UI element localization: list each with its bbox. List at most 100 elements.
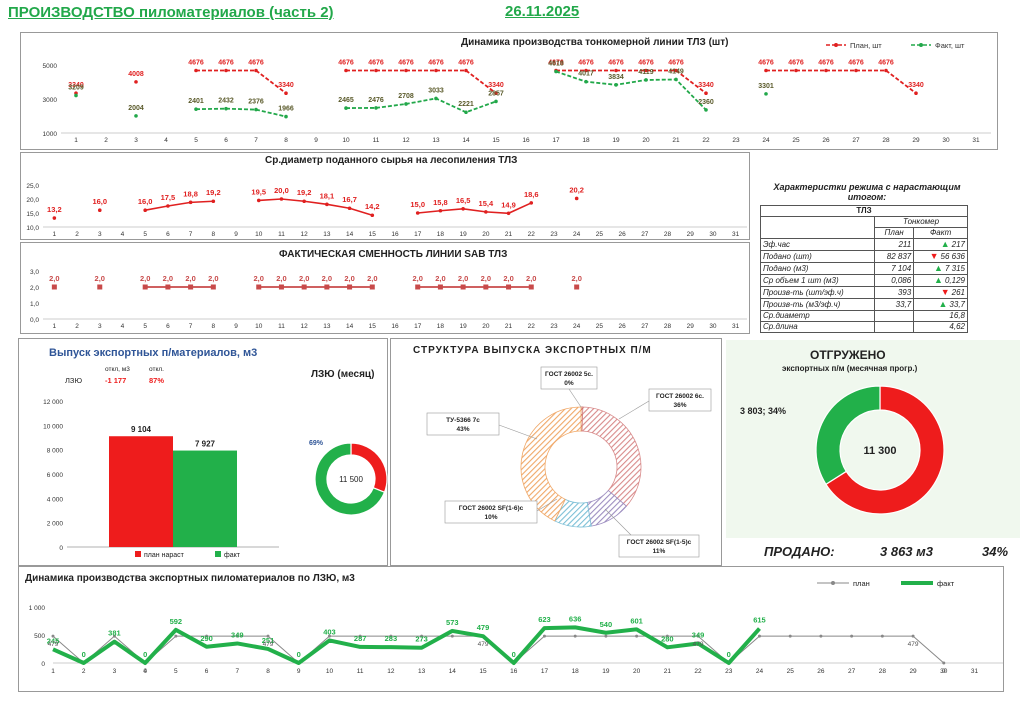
plan-point [420,634,424,638]
series-point-1 [704,108,708,112]
x-tick-label: 1 [51,668,55,675]
regime-section: ТЛЗ [760,205,968,217]
data-label: 2221 [458,101,474,108]
x-tick-label: 23 [550,231,558,238]
regime-group: Тонкомер [874,216,968,228]
series-point-0 [438,208,443,213]
y-tick-label: 12 000 [43,399,63,406]
y-tick-label: 10 000 [43,423,63,430]
regime-row-plan: 0,086 [873,274,915,287]
data-label: 20,2 [569,185,584,194]
plan-point [327,634,331,638]
plan-point [389,634,393,638]
fact-label: 287 [354,634,367,643]
y-tick-label: 8 000 [47,448,64,455]
series-point-0 [614,68,618,73]
plan-label: 0 [942,668,946,675]
x-tick-label: 9 [297,668,301,675]
y-tick-label: 2 000 [47,521,64,528]
series-point-1 [764,92,768,96]
x-tick-label: 14 [346,231,354,238]
series-point-0 [301,284,307,290]
regime-row-plan: 33,7 [873,298,915,311]
x-tick-label: 27 [848,668,856,675]
regime-fact-value: 7 315 [944,264,965,273]
series-point-1 [74,93,78,98]
series-point-0 [51,284,57,290]
series-point-0 [165,284,171,290]
shipped-chart: 11 300 3 803; 34% [740,385,945,515]
arrow-down-icon: ▼ [929,251,939,261]
legend-marker [135,551,141,557]
x-tick-label: 21 [672,137,680,144]
data-label: 2376 [248,99,264,106]
diameter-panel: Ср.диаметр поданного сырья на лесопилени… [20,152,750,240]
data-label: 15,8 [433,198,448,207]
x-tick-label: 23 [732,137,740,144]
fact-label: 251 [262,636,275,645]
data-label: 4676 [218,60,234,67]
data-label: 4676 [788,60,804,67]
data-label: 4676 [668,60,684,67]
plan-point [696,634,700,638]
structure-label-box [648,388,712,412]
shifts-title: ФАКТИЧЕСКАЯ СМЕННОСТЬ ЛИНИИ SAB ТЛЗ [279,249,508,260]
plan-point [235,634,239,638]
shipped-side-label: 3 803; 34% [740,406,786,416]
series-point-1 [674,77,678,82]
fact-label: 615 [753,616,766,625]
series-point-0 [404,68,408,73]
fact-label: 0 [297,650,301,659]
lzyu-dynamics-title: Динамика производства экспортных пиломат… [25,573,355,584]
series-point-1 [644,78,648,82]
legend-label: План, шт [850,41,882,50]
fact-label: 636 [569,614,582,623]
dev-header: откл, м3 [105,366,130,373]
data-label: 4017 [578,71,594,78]
y-tick-label: 6 000 [47,472,64,479]
x-tick-label: 18 [582,137,590,144]
regime-row-fact: ▲ 217 [913,238,968,251]
series-point-0 [644,68,648,73]
x-tick-label: 8 [266,668,270,675]
series-point-1 [464,110,468,115]
data-label: 2,0 [367,274,377,283]
series-point-0 [506,284,512,290]
x-tick-label: 15 [479,668,487,675]
x-tick-label: 1 [53,323,57,330]
data-label: 19,5 [251,187,266,196]
data-label: 2,0 [412,274,422,283]
series-line-0 [258,198,373,217]
data-label: 2,0 [458,274,468,283]
series-point-0 [210,284,216,290]
data-label: 1966 [278,106,294,113]
x-tick-label: 26 [822,137,830,144]
x-tick-label: 25 [596,231,604,238]
regime-fact-value: 0,129 [944,276,965,285]
data-label: 4008 [128,71,144,78]
data-label: 4676 [818,60,834,67]
series-point-1 [494,99,498,104]
data-label: 4676 [878,60,894,67]
regime-col-plan: План [873,227,915,239]
series-point-0 [97,208,102,212]
series-point-0 [188,284,194,290]
structure-label-name: ГОСТ 26002 SF(1-5)с [627,539,692,546]
series-point-0 [506,211,511,216]
fact-label: 601 [630,616,643,625]
plan-point [573,634,577,638]
x-tick-label: 9 [314,137,318,144]
plan-point [757,634,761,638]
plan-point [850,634,854,638]
page-title: ПРОИЗВОДСТВО пиломатериалов (часть 2) [8,4,334,21]
structure-label-pct: 0% [564,380,574,387]
x-tick-label: 5 [174,668,178,675]
x-tick-label: 18 [572,668,580,675]
data-label: 3340 [278,82,294,89]
data-label: 2857 [488,90,504,97]
plan-point [665,634,669,638]
data-label: 2476 [368,97,384,104]
sold-label: ПРОДАНО: [764,544,835,559]
structure-label-name: ГОСТ 26002 SF(1-6)с [459,505,524,512]
series-point-0 [254,68,258,73]
